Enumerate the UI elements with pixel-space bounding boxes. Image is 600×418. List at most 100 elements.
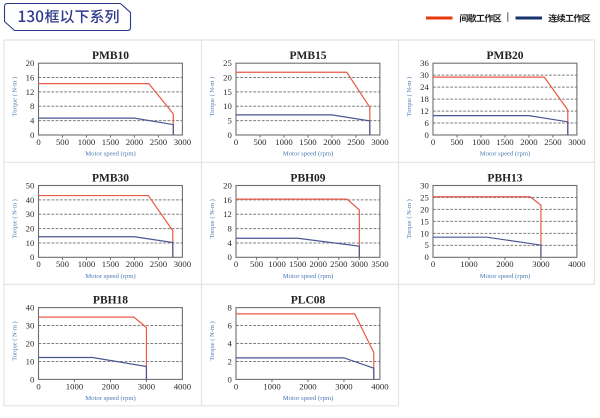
svg-text:Torque ( N-m ): Torque ( N-m ) [209, 77, 216, 116]
svg-text:1000: 1000 [78, 137, 96, 147]
svg-text:3000: 3000 [174, 137, 192, 147]
svg-text:3000: 3000 [532, 259, 550, 269]
svg-text:2000: 2000 [496, 259, 514, 269]
svg-text:10: 10 [26, 238, 35, 248]
svg-text:1000: 1000 [66, 381, 84, 391]
svg-text:30: 30 [26, 320, 35, 330]
svg-text:12: 12 [26, 87, 35, 97]
svg-text:0: 0 [36, 137, 41, 147]
svg-text:PMB20: PMB20 [486, 50, 523, 62]
svg-text:4: 4 [30, 116, 35, 126]
svg-text:15: 15 [420, 216, 429, 226]
svg-text:10: 10 [420, 228, 429, 238]
svg-text:4000: 4000 [371, 381, 389, 391]
svg-text:36: 36 [420, 58, 429, 68]
svg-text:Motor speed (rpm): Motor speed (rpm) [283, 395, 334, 402]
svg-text:0: 0 [36, 259, 41, 269]
svg-text:3000: 3000 [174, 259, 192, 269]
svg-text:PBH13: PBH13 [487, 172, 522, 184]
svg-text:Motor speed (rpm): Motor speed (rpm) [85, 151, 136, 158]
svg-text:0: 0 [424, 130, 429, 140]
svg-text:20: 20 [26, 338, 35, 348]
svg-text:1000: 1000 [275, 137, 293, 147]
svg-text:3000: 3000 [371, 137, 389, 147]
svg-text:10: 10 [223, 101, 232, 111]
svg-text:1000: 1000 [263, 381, 281, 391]
svg-text:0: 0 [30, 374, 35, 384]
svg-text:0: 0 [30, 252, 35, 262]
svg-text:3000: 3000 [568, 137, 586, 147]
svg-text:8: 8 [227, 303, 232, 313]
svg-text:0: 0 [424, 252, 429, 262]
svg-text:Motor speed (rpm): Motor speed (rpm) [480, 273, 531, 280]
svg-text:2500: 2500 [150, 137, 168, 147]
svg-text:15: 15 [223, 87, 232, 97]
svg-text:Motor speed (rpm): Motor speed (rpm) [85, 395, 136, 402]
svg-text:3000: 3000 [351, 259, 369, 269]
svg-text:Motor speed (rpm): Motor speed (rpm) [283, 273, 334, 280]
svg-text:20: 20 [26, 58, 35, 68]
svg-text:2000: 2000 [310, 259, 328, 269]
svg-text:2000: 2000 [126, 137, 144, 147]
svg-text:1000: 1000 [78, 259, 96, 269]
svg-text:Motor speed (rpm): Motor speed (rpm) [85, 273, 136, 280]
svg-text:2000: 2000 [126, 259, 144, 269]
svg-text:40: 40 [26, 303, 35, 313]
svg-text:2000: 2000 [102, 381, 120, 391]
svg-text:PBH18: PBH18 [93, 294, 128, 306]
svg-text:50: 50 [26, 180, 35, 190]
svg-text:2: 2 [227, 356, 231, 366]
svg-text:2500: 2500 [347, 137, 365, 147]
svg-text:0: 0 [431, 137, 436, 147]
svg-text:2500: 2500 [330, 259, 348, 269]
svg-text:20: 20 [26, 223, 35, 233]
svg-text:1500: 1500 [496, 137, 514, 147]
svg-text:5: 5 [227, 116, 231, 126]
svg-text:6: 6 [424, 118, 429, 128]
svg-text:25: 25 [223, 58, 232, 68]
svg-text:1500: 1500 [102, 259, 120, 269]
svg-text:0: 0 [227, 252, 232, 262]
svg-text:20: 20 [223, 180, 232, 190]
svg-text:25: 25 [420, 192, 429, 202]
svg-text:2000: 2000 [323, 137, 341, 147]
svg-text:0: 0 [234, 381, 239, 391]
svg-text:3500: 3500 [371, 259, 389, 269]
svg-text:2000: 2000 [520, 137, 538, 147]
svg-text:24: 24 [420, 82, 429, 92]
svg-text:0: 0 [234, 137, 239, 147]
svg-text:3000: 3000 [138, 381, 156, 391]
svg-text:30: 30 [420, 70, 429, 80]
svg-text:8: 8 [227, 223, 232, 233]
svg-text:500: 500 [253, 137, 267, 147]
svg-text:0: 0 [227, 130, 232, 140]
svg-text:0: 0 [36, 381, 41, 391]
svg-text:1000: 1000 [268, 259, 286, 269]
svg-text:4: 4 [227, 338, 232, 348]
svg-text:1500: 1500 [102, 137, 120, 147]
svg-text:500: 500 [450, 137, 464, 147]
svg-text:0: 0 [227, 374, 232, 384]
svg-text:0: 0 [431, 259, 436, 269]
svg-text:PMB30: PMB30 [92, 172, 129, 184]
svg-text:4000: 4000 [568, 259, 586, 269]
svg-text:40: 40 [26, 195, 35, 205]
svg-text:8: 8 [30, 101, 35, 111]
svg-text:Motor speed (rpm): Motor speed (rpm) [480, 151, 531, 158]
svg-text:3000: 3000 [335, 381, 353, 391]
svg-text:1000: 1000 [460, 259, 478, 269]
svg-text:PLC08: PLC08 [291, 294, 326, 306]
svg-text:1500: 1500 [289, 259, 307, 269]
svg-text:Torque ( N-m ): Torque ( N-m ) [209, 199, 216, 238]
svg-text:4: 4 [227, 238, 232, 248]
svg-text:20: 20 [223, 72, 232, 82]
svg-text:1500: 1500 [299, 137, 317, 147]
svg-text:2000: 2000 [299, 381, 317, 391]
svg-text:6: 6 [227, 320, 232, 330]
svg-text:0: 0 [234, 259, 239, 269]
svg-text:Motor speed (rpm): Motor speed (rpm) [283, 151, 334, 158]
svg-text:PBH09: PBH09 [290, 172, 325, 184]
svg-text:500: 500 [56, 259, 70, 269]
svg-text:12: 12 [223, 209, 232, 219]
svg-text:4000: 4000 [174, 381, 192, 391]
